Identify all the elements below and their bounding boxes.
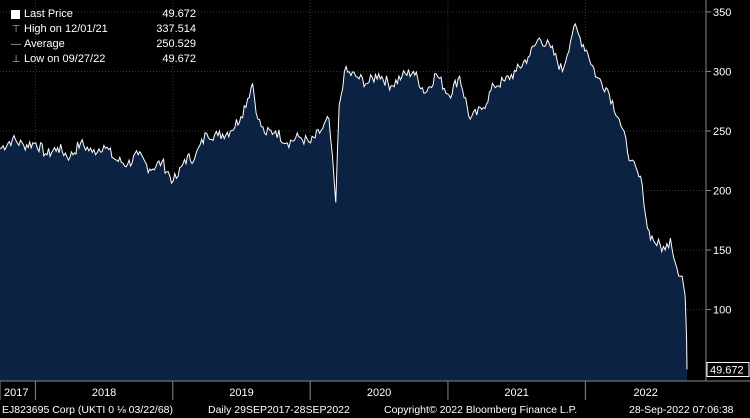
- y-tick-label: 100: [713, 305, 731, 317]
- legend-value: 49.672: [162, 53, 196, 65]
- last-price-tag-box: [706, 361, 750, 377]
- y-tick-label: 200: [713, 186, 731, 198]
- box-icon: [11, 10, 20, 19]
- legend-row-high: ⊤ High on 12/01/21 337.514: [8, 22, 196, 37]
- x-tick-label: 2022: [633, 387, 657, 399]
- x-tick-label: 2019: [229, 387, 253, 399]
- legend-label: Average: [24, 38, 65, 50]
- x-tick-label: 2018: [92, 387, 116, 399]
- y-tick-label: 300: [713, 66, 731, 78]
- footer-timestamp: 28-Sep-2022 07:06:38: [629, 404, 734, 416]
- average-marker-icon: —: [11, 39, 21, 50]
- legend-row-average: — Average 250.529: [8, 37, 196, 52]
- legend-value: 49.672: [162, 8, 196, 20]
- y-axis-ticks: 100 150 200 250 300 350: [706, 7, 731, 317]
- last-price-tag-label: 49.672: [710, 364, 744, 376]
- legend: Last Price 49.672 ⊤ High on 12/01/21 337…: [8, 7, 196, 67]
- y-tick-label: 350: [713, 7, 731, 19]
- low-marker-icon: ⊥: [11, 54, 21, 65]
- x-tick-label: 2017: [4, 387, 28, 399]
- legend-row-low: ⊥ Low on 09/27/22 49.672: [8, 52, 196, 67]
- footer-security: EJ823695 Corp (UKTI 0 ⅛ 03/22/68): [2, 404, 174, 416]
- footer-copyright: Copyright© 2022 Bloomberg Finance L.P.: [384, 404, 578, 416]
- y-tick-label: 250: [713, 126, 731, 138]
- footer: EJ823695 Corp (UKTI 0 ⅛ 03/22/68) Daily …: [0, 403, 750, 418]
- price-line: [0, 22, 688, 370]
- price-area: [0, 24, 687, 381]
- legend-label: High on 12/01/21: [24, 23, 108, 35]
- legend-row-last-price: Last Price 49.672: [8, 7, 196, 22]
- legend-label: Low on 09/27/22: [24, 53, 106, 65]
- x-tick-label: 2020: [367, 387, 391, 399]
- y-tick-label: 150: [713, 245, 731, 257]
- last-price-tag: 49.672: [706, 361, 750, 377]
- legend-value: 337.514: [156, 23, 196, 35]
- legend-value: 250.529: [156, 38, 196, 50]
- x-axis-ticks: 2017 2018 2019 2020 2021 2022: [0, 381, 658, 400]
- footer-range: Daily 29SEP2017-28SEP2022: [208, 404, 350, 416]
- legend-label: Last Price: [24, 8, 73, 20]
- high-marker-icon: ⊤: [11, 24, 21, 35]
- x-tick-label: 2021: [504, 387, 528, 399]
